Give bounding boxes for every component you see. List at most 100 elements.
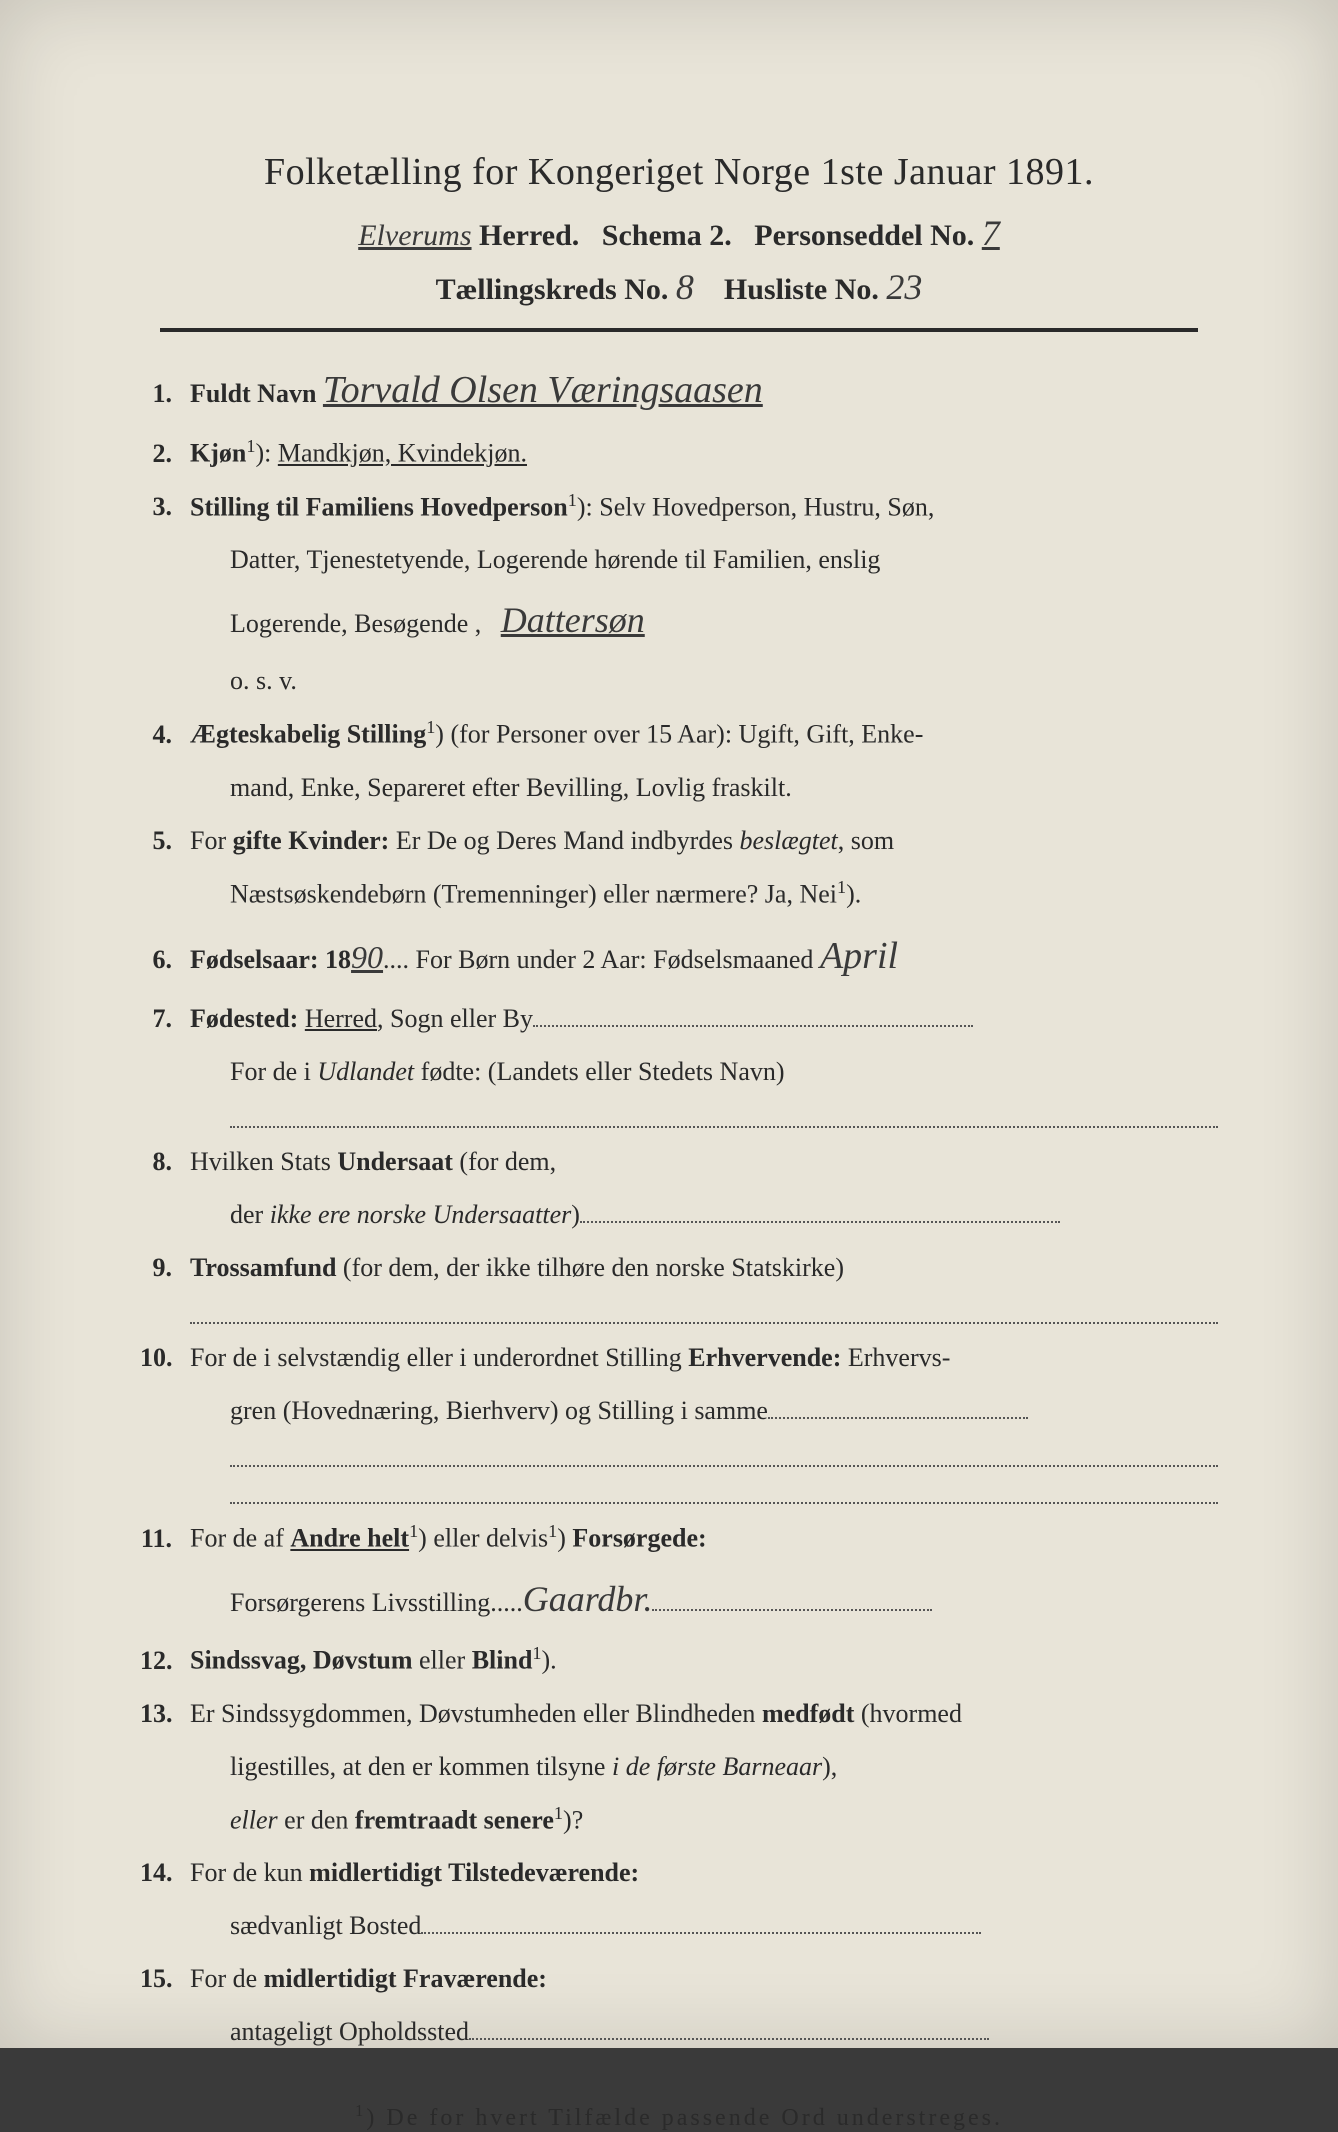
cong-2a: ligestilles, at den er kommen tilsyne bbox=[230, 1752, 612, 1781]
field-label: gifte Kvinder: bbox=[233, 826, 390, 855]
form-title: Folketælling for Kongeriget Norge 1ste J… bbox=[140, 150, 1218, 194]
cong-2b: ), bbox=[822, 1752, 837, 1781]
subject-1b: (for dem, bbox=[453, 1147, 556, 1176]
field-4-cont: mand, Enke, Separeret efter Bevilling, L… bbox=[230, 768, 1218, 807]
field-num: 6. bbox=[140, 940, 190, 979]
footnote-ref: 1 bbox=[409, 1521, 418, 1541]
field-label: Ægteskabelig Stilling bbox=[190, 720, 426, 749]
form-subtitle-1: Elverums Herred. Schema 2. Personseddel … bbox=[140, 212, 1218, 254]
field-4-marital: 4. Ægteskabelig Stilling1) (for Personer… bbox=[140, 714, 1218, 754]
field-num: 14. bbox=[140, 1853, 190, 1892]
dotted-blank bbox=[421, 1908, 981, 1934]
field-3-cont1: Datter, Tjenestetyende, Logerende hørend… bbox=[230, 540, 1218, 579]
dotted-blank bbox=[580, 1197, 1060, 1223]
support-label1: Andre helt bbox=[290, 1524, 409, 1553]
birthplace-2a: For de i bbox=[230, 1057, 317, 1086]
field-label: Stilling til Familiens Hovedperson bbox=[190, 492, 568, 521]
relation-opts-3: Logerende, Besøgende , bbox=[230, 609, 481, 638]
field-11-supported: 11. For de af Andre helt1) eller delvis1… bbox=[140, 1518, 1218, 1558]
field-label: Fødselsaar: 18 bbox=[190, 945, 351, 974]
occ-2: gren (Hovednæring, Bierhverv) og Stillin… bbox=[230, 1396, 768, 1425]
personseddel-label: Personseddel No. bbox=[754, 219, 974, 252]
field-num: 4. bbox=[140, 715, 190, 754]
field-label: Kjøn bbox=[190, 439, 246, 468]
form-subtitle-2: Tællingskreds No. 8 Husliste No. 23 bbox=[140, 266, 1218, 308]
field-12-disability: 12. Sindssvag, Døvstum eller Blind1). bbox=[140, 1640, 1218, 1680]
field-pre: For bbox=[190, 826, 233, 855]
absent-2: antageligt Opholdssted bbox=[230, 2017, 469, 2046]
field-8-subject: 8. Hvilken Stats Undersaat (for dem, bbox=[140, 1142, 1218, 1181]
footnote-ref: 1 bbox=[837, 877, 846, 897]
husliste-number: 23 bbox=[886, 267, 922, 307]
field-num: 15. bbox=[140, 1959, 190, 1998]
related-2: Næstsøskendebørn (Tremenninger) eller næ… bbox=[230, 880, 837, 909]
field-num: 10. bbox=[140, 1338, 190, 1377]
cong-label: medfødt bbox=[762, 1699, 854, 1728]
schema-label: Schema 2. bbox=[602, 219, 732, 252]
taellingskreds-number: 8 bbox=[676, 267, 694, 307]
field-7-birthplace: 7. Fødested: Herred, Sogn eller By bbox=[140, 999, 1218, 1038]
divider-line bbox=[160, 328, 1198, 332]
herred-handwritten: Elverums bbox=[358, 219, 471, 252]
field-num: 2. bbox=[140, 434, 190, 473]
footnote-ref: 1 bbox=[568, 490, 577, 510]
footnote-ref: 1 bbox=[532, 1643, 541, 1663]
dotted-blank bbox=[469, 2014, 989, 2040]
temp-1: For de kun bbox=[190, 1858, 309, 1887]
field-15-temp-absent: 15. For de midlertidigt Fraværende: bbox=[140, 1959, 1218, 1998]
field-9-religion: 9. Trossamfund (for dem, der ikke tilhør… bbox=[140, 1248, 1218, 1324]
field-3-cont2: Logerende, Besøgende , Dattersøn bbox=[230, 593, 1218, 647]
birth-month-label: For Børn under 2 Aar: Fødselsmaaned bbox=[409, 945, 813, 974]
taellingskreds-label: Tællingskreds No. bbox=[436, 273, 669, 306]
temp-label: midlertidigt Tilstedeværende: bbox=[309, 1858, 639, 1887]
field-label: Fødested: bbox=[190, 1004, 298, 1033]
relation-handwritten: Dattersøn bbox=[501, 600, 645, 640]
footnote-ref: 1 bbox=[246, 436, 255, 456]
field-10-occupation: 10. For de i selvstændig eller i underor… bbox=[140, 1338, 1218, 1377]
dotted-blank bbox=[533, 1001, 973, 1027]
field-7-cont: For de i Udlandet fødte: (Landets eller … bbox=[230, 1052, 1218, 1128]
field-3-relation: 3. Stilling til Familiens Hovedperson1):… bbox=[140, 487, 1218, 527]
field-8-cont: der ikke ere norske Undersaatter) bbox=[230, 1195, 1218, 1234]
field-13-cont2: eller er den fremtraadt senere1)? bbox=[230, 1800, 1218, 1840]
related-1b: , som bbox=[838, 826, 894, 855]
temp-2: sædvanligt Bosted bbox=[230, 1911, 421, 1940]
cong-3: er den bbox=[278, 1805, 355, 1834]
disability-label2: Blind bbox=[472, 1646, 533, 1675]
religion-1: (for dem, der ikke tilhøre den norske St… bbox=[336, 1253, 844, 1282]
field-num: 13. bbox=[140, 1694, 190, 1733]
field-6-birthyear: 6. Fødselsaar: 1890.... For Børn under 2… bbox=[140, 928, 1218, 985]
support-label2: Forsørgede: bbox=[566, 1524, 707, 1553]
field-11-cont: Forsørgerens Livsstilling.....Gaardbr. bbox=[230, 1572, 1218, 1626]
birthmonth-hw: April bbox=[820, 935, 898, 977]
field-num: 5. bbox=[140, 821, 190, 860]
field-15-cont: antageligt Opholdssted bbox=[230, 2012, 1218, 2051]
cong-3em: eller bbox=[230, 1805, 278, 1834]
support-1a: For de af bbox=[190, 1524, 290, 1553]
disability-1: eller bbox=[413, 1646, 472, 1675]
census-form-page: Folketælling for Kongeriget Norge 1ste J… bbox=[0, 0, 1338, 2048]
field-14-temp-present: 14. For de kun midlertidigt Tilstedevære… bbox=[140, 1853, 1218, 1892]
absent-1: For de bbox=[190, 1964, 264, 1993]
birthplace-2em: Udlandet bbox=[317, 1057, 414, 1086]
footnote-ref: 1 bbox=[355, 2101, 366, 2120]
supporter-hw: Gaardbr. bbox=[523, 1579, 653, 1619]
subject-1: Hvilken Stats bbox=[190, 1147, 337, 1176]
relation-opts-1: Selv Hovedperson, Hustru, Søn, bbox=[599, 492, 934, 521]
footnote-ref: 1 bbox=[548, 1521, 557, 1541]
dotted-blank bbox=[230, 1473, 1218, 1504]
field-num: 3. bbox=[140, 487, 190, 526]
field-5-related: 5. For gifte Kvinder: Er De og Deres Man… bbox=[140, 821, 1218, 860]
related-1: Er De og Deres Mand indbyrdes bbox=[389, 826, 739, 855]
footnote-ref: 1 bbox=[554, 1803, 563, 1823]
field-label: Trossamfund bbox=[190, 1253, 336, 1282]
footnote: 1) De for hvert Tilfælde passende Ord un… bbox=[140, 2101, 1218, 2132]
related-em: beslægtet bbox=[740, 826, 838, 855]
cong-1: Er Sindssygdommen, Døvstumheden eller Bl… bbox=[190, 1699, 762, 1728]
support-2: Forsørgerens Livsstilling bbox=[230, 1588, 490, 1617]
field-13-congenital: 13. Er Sindssygdommen, Døvstumheden elle… bbox=[140, 1694, 1218, 1733]
dotted-blank bbox=[768, 1393, 1028, 1419]
husliste-label: Husliste No. bbox=[724, 273, 879, 306]
field-num: 7. bbox=[140, 999, 190, 1038]
cong-1b: (hvormed bbox=[854, 1699, 962, 1728]
